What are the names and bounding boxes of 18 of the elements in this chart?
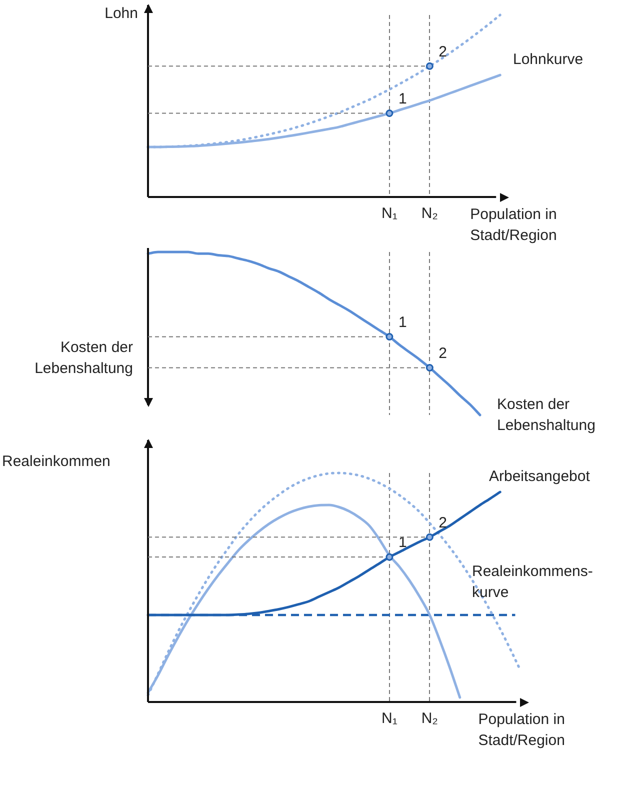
series-label: Arbeitsangebot xyxy=(489,468,591,486)
annotation: 2 xyxy=(438,344,448,362)
y-axis-title: Realeinkommen xyxy=(2,453,110,470)
x-tick-label: N₁ xyxy=(381,205,398,222)
x-tick-label: N₁ xyxy=(381,710,398,728)
annotation: 1 xyxy=(398,90,407,108)
y-axis-title: Lohn xyxy=(104,5,138,22)
x-tick-label: N₂ xyxy=(421,710,438,728)
x-tick-label: N₂ xyxy=(421,205,438,222)
annotation: 2 xyxy=(438,514,448,532)
y-axis-title: Kosten der Lebenshaltung xyxy=(34,339,134,378)
x-axis-title: Population in Stadt/Region xyxy=(478,711,565,750)
series-label: Lohnkurve xyxy=(513,51,584,68)
x-axis-title: Population in Stadt/Region xyxy=(470,206,557,244)
series-label: Realeinkommens-kurve xyxy=(472,563,593,602)
annotation: 2 xyxy=(438,43,448,60)
series-label: Kosten der Lebenshaltung xyxy=(497,396,596,434)
annotation: 1 xyxy=(398,314,407,331)
